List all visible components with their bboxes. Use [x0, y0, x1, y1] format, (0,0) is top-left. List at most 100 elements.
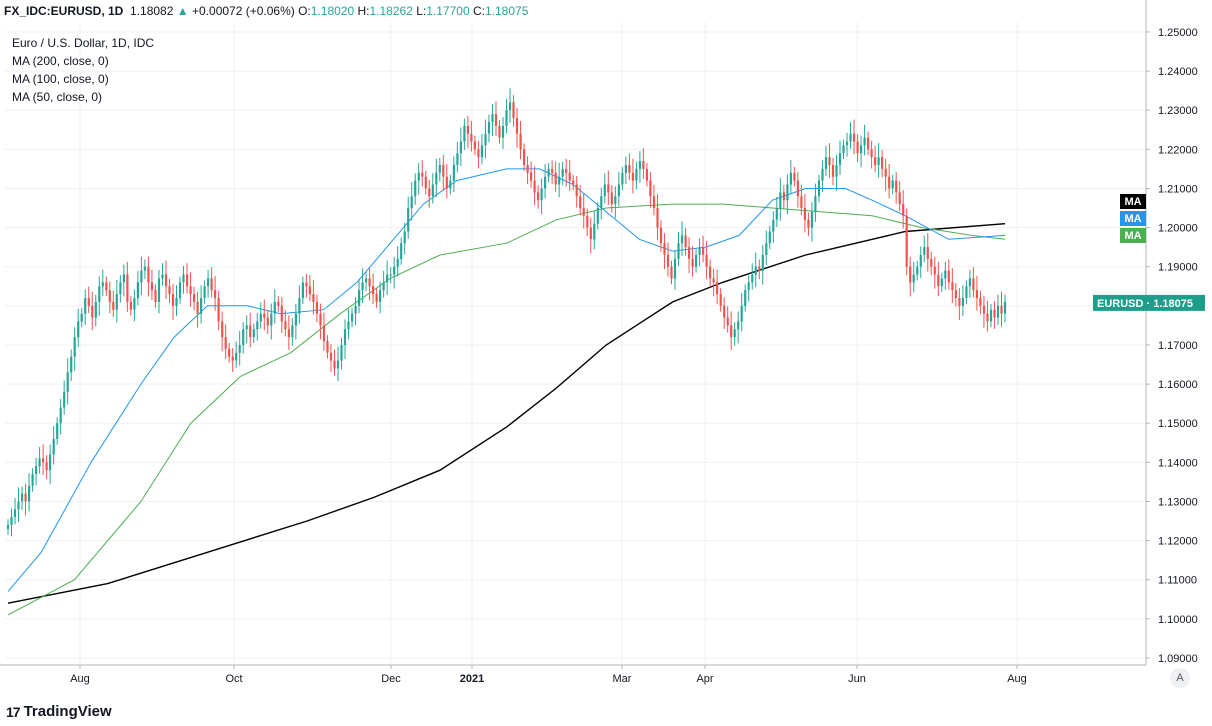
- candle-body: [308, 286, 311, 295]
- chart-canvas[interactable]: 1.25000 1.24000 1.23000 1.22000 1.21000 1.200…: [0, 0, 1212, 700]
- time-axis[interactable]: Aug Oct Dec 2021 Mar Apr Jun Aug: [0, 664, 1146, 685]
- candle-body: [56, 423, 59, 439]
- candle-body: [182, 274, 185, 283]
- price-axis[interactable]: 1.25000 1.24000 1.23000 1.22000 1.21000 1.200…: [1145, 0, 1198, 665]
- candle-body: [972, 278, 975, 291]
- candle-body: [895, 180, 898, 193]
- candle-body: [270, 313, 273, 326]
- candle-body: [856, 141, 859, 154]
- candle-body: [586, 215, 589, 228]
- symbol-name[interactable]: FX_IDC:EURUSD, 1D: [4, 4, 124, 18]
- candle-body: [217, 298, 220, 322]
- price-tick-label: 1.12000: [1158, 536, 1198, 548]
- ma50-line: [7, 168, 1006, 592]
- candle-body: [744, 290, 747, 306]
- candle-body: [365, 278, 368, 283]
- candle-body: [189, 286, 192, 295]
- candle-body: [178, 282, 182, 299]
- candle-body: [723, 305, 726, 318]
- candle-body: [259, 313, 262, 322]
- candle-body: [403, 231, 406, 244]
- candle-body: [617, 184, 620, 197]
- candle-body: [673, 258, 677, 279]
- legend-title[interactable]: Euro / U.S. Dollar, 1D, IDC: [12, 36, 155, 50]
- candle-body: [400, 243, 403, 259]
- candle-body: [1003, 301, 1007, 314]
- candle-body: [161, 274, 164, 279]
- candle-body: [354, 305, 357, 314]
- candle-body: [814, 196, 817, 212]
- candle-body: [140, 270, 143, 283]
- candle-body: [73, 337, 76, 357]
- candle-body: [831, 165, 835, 177]
- candle-body: [59, 407, 62, 424]
- candle-body: [828, 157, 831, 165]
- candle-body: [975, 290, 978, 298]
- candle-body: [530, 172, 533, 181]
- candle-body: [631, 172, 634, 181]
- legend-ma200[interactable]: MA (200, close, 0): [12, 54, 109, 68]
- price-tick-label: 1.20000: [1158, 223, 1198, 235]
- candle-body: [642, 161, 645, 169]
- candle-body: [333, 360, 336, 369]
- candle-body: [193, 294, 196, 302]
- open-label: O:: [298, 4, 311, 18]
- ma50-series: [7, 168, 1006, 592]
- candle-body: [340, 345, 343, 361]
- candle-body: [329, 352, 333, 361]
- candle-body: [280, 305, 283, 322]
- close-value: 1.18075: [484, 4, 529, 18]
- candle-body: [515, 118, 519, 134]
- candle-body: [575, 184, 578, 197]
- candle-body: [91, 305, 94, 318]
- candle-body: [375, 294, 378, 302]
- candle-body: [909, 266, 912, 283]
- candle-body: [635, 168, 638, 181]
- candle-body: [407, 208, 410, 232]
- candle-body: [705, 255, 708, 267]
- candle-body: [853, 133, 856, 142]
- candle-body: [221, 321, 224, 338]
- candle-body: [600, 196, 603, 208]
- candle-body: [596, 208, 599, 224]
- candle-body: [951, 282, 954, 291]
- candle-body: [452, 165, 455, 181]
- legend-ma50[interactable]: MA (50, close, 0): [12, 90, 103, 104]
- legend-ma100[interactable]: MA (100, close, 0): [12, 72, 109, 86]
- candle-body: [716, 282, 719, 295]
- candle-body: [551, 168, 554, 173]
- candle-body: [719, 294, 722, 306]
- time-tick-label: Aug: [70, 673, 90, 685]
- ma-tag-label: MA: [1124, 230, 1141, 242]
- tradingview-logo-icon: 17: [6, 704, 21, 720]
- candle-body: [930, 258, 933, 267]
- candle-body: [449, 180, 452, 189]
- candle-body: [779, 192, 782, 209]
- candle-body: [301, 282, 304, 299]
- candle-body: [810, 211, 813, 228]
- auto-scale-button[interactable]: A: [1170, 668, 1190, 688]
- candle-body: [944, 270, 947, 279]
- candle-body: [358, 290, 361, 306]
- candle-body: [768, 231, 771, 244]
- candle-body: [491, 114, 494, 122]
- time-tick-label: 2021: [460, 673, 484, 685]
- time-tick-label: Apr: [696, 673, 713, 685]
- tradingview-logo[interactable]: 17 TradingView: [6, 701, 112, 723]
- candle-body: [645, 168, 648, 181]
- candle-body: [572, 180, 575, 185]
- candle-body: [431, 184, 434, 197]
- candle-body: [579, 196, 582, 208]
- candle-body: [680, 235, 684, 244]
- candle-body: [417, 172, 420, 181]
- candle-body: [747, 282, 750, 291]
- candle-body: [677, 243, 680, 259]
- candle-body: [207, 278, 210, 287]
- candle-body: [849, 133, 852, 142]
- candle-body: [979, 298, 982, 306]
- candle-body: [610, 192, 613, 205]
- price-tick-label: 1.16000: [1158, 379, 1198, 391]
- ma-tag-box: [1120, 194, 1146, 209]
- candle-body: [84, 298, 87, 314]
- candle-body: [737, 321, 740, 330]
